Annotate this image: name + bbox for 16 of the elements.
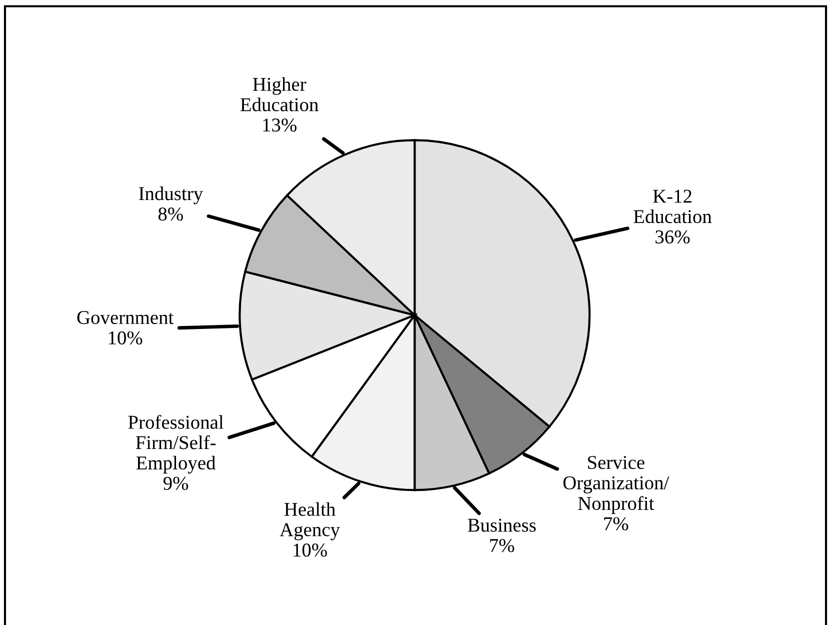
data-label: 10% [108,331,142,344]
data-label: 9% [163,476,188,490]
data-label: 8% [158,207,183,221]
data-label: 13% [263,118,296,132]
slice-label: Health Agency [280,502,340,540]
data-label: 7% [490,538,514,552]
data-label: 7% [604,517,628,530]
slice-label: Higher Education [240,77,318,112]
slice-label: K-12 Education [634,190,712,224]
slice-label: Business [468,518,536,532]
data-label: 36% [656,230,690,244]
data-label: 10% [294,544,327,557]
slice-label: Industry [138,186,203,204]
slice-label: Service Organization/ Nonprofit [563,456,670,514]
slice-label: Professional Firm/Self- Employed [128,414,224,474]
slice-label: Government [77,311,174,324]
